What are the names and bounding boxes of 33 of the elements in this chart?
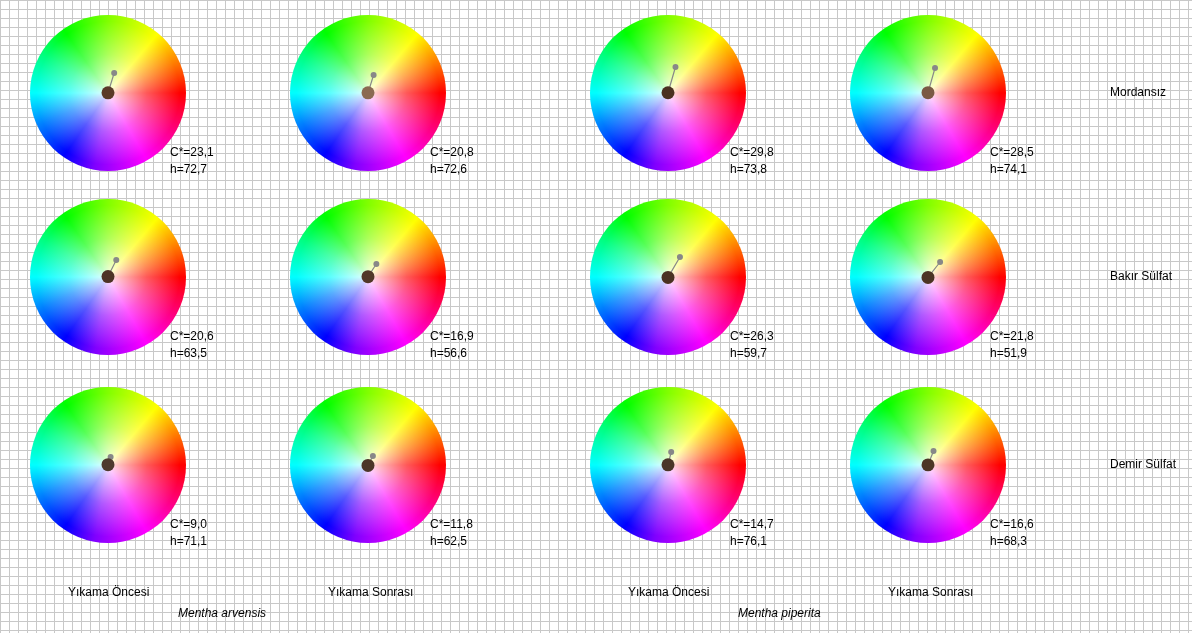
data-label: h=76,1 [730,534,768,549]
data-label: C*=26,3 [730,329,775,344]
text: Yıkama Sonrası [328,585,414,599]
data-label: C*=20,8 [430,145,475,160]
data-label: h=68,3 [990,534,1028,549]
text: Demir Sülfat [1110,457,1177,471]
data-label: h=59,7 [730,346,768,361]
text: Yıkama Sonrası [888,585,974,599]
data-label: C*=21,8 [990,329,1035,344]
text: Mordansız [1110,85,1167,99]
data-label: h=72,7 [170,162,208,177]
data-label: h=73,8 [730,162,768,177]
data-label: C*=16,6 [990,517,1035,532]
data-label: C*=16,9 [430,329,475,344]
data-label: h=62,5 [430,534,468,549]
data-label: C*=28,5 [990,145,1035,160]
data-label: C*=9,0 [170,517,208,532]
text: Yıkama Öncesi [628,585,710,599]
data-label: C*=11,8 [430,517,474,532]
data-label: h=71,1 [170,534,208,549]
data-label: C*=20,6 [170,329,215,344]
data-label: h=74,1 [990,162,1028,177]
data-label: h=56,6 [430,346,468,361]
data-label: h=72,6 [430,162,468,177]
text: Mentha piperita [738,606,821,620]
data-label: C*=23,1 [170,145,215,160]
data-label: h=51,9 [990,346,1028,361]
text: Bakır Sülfat [1110,269,1173,283]
data-label: C*=29,8 [730,145,775,160]
data-label: h=63,5 [170,346,208,361]
text: Mentha arvensis [178,606,267,620]
text: Yıkama Öncesi [68,585,150,599]
data-label: C*=14,7 [730,517,775,532]
